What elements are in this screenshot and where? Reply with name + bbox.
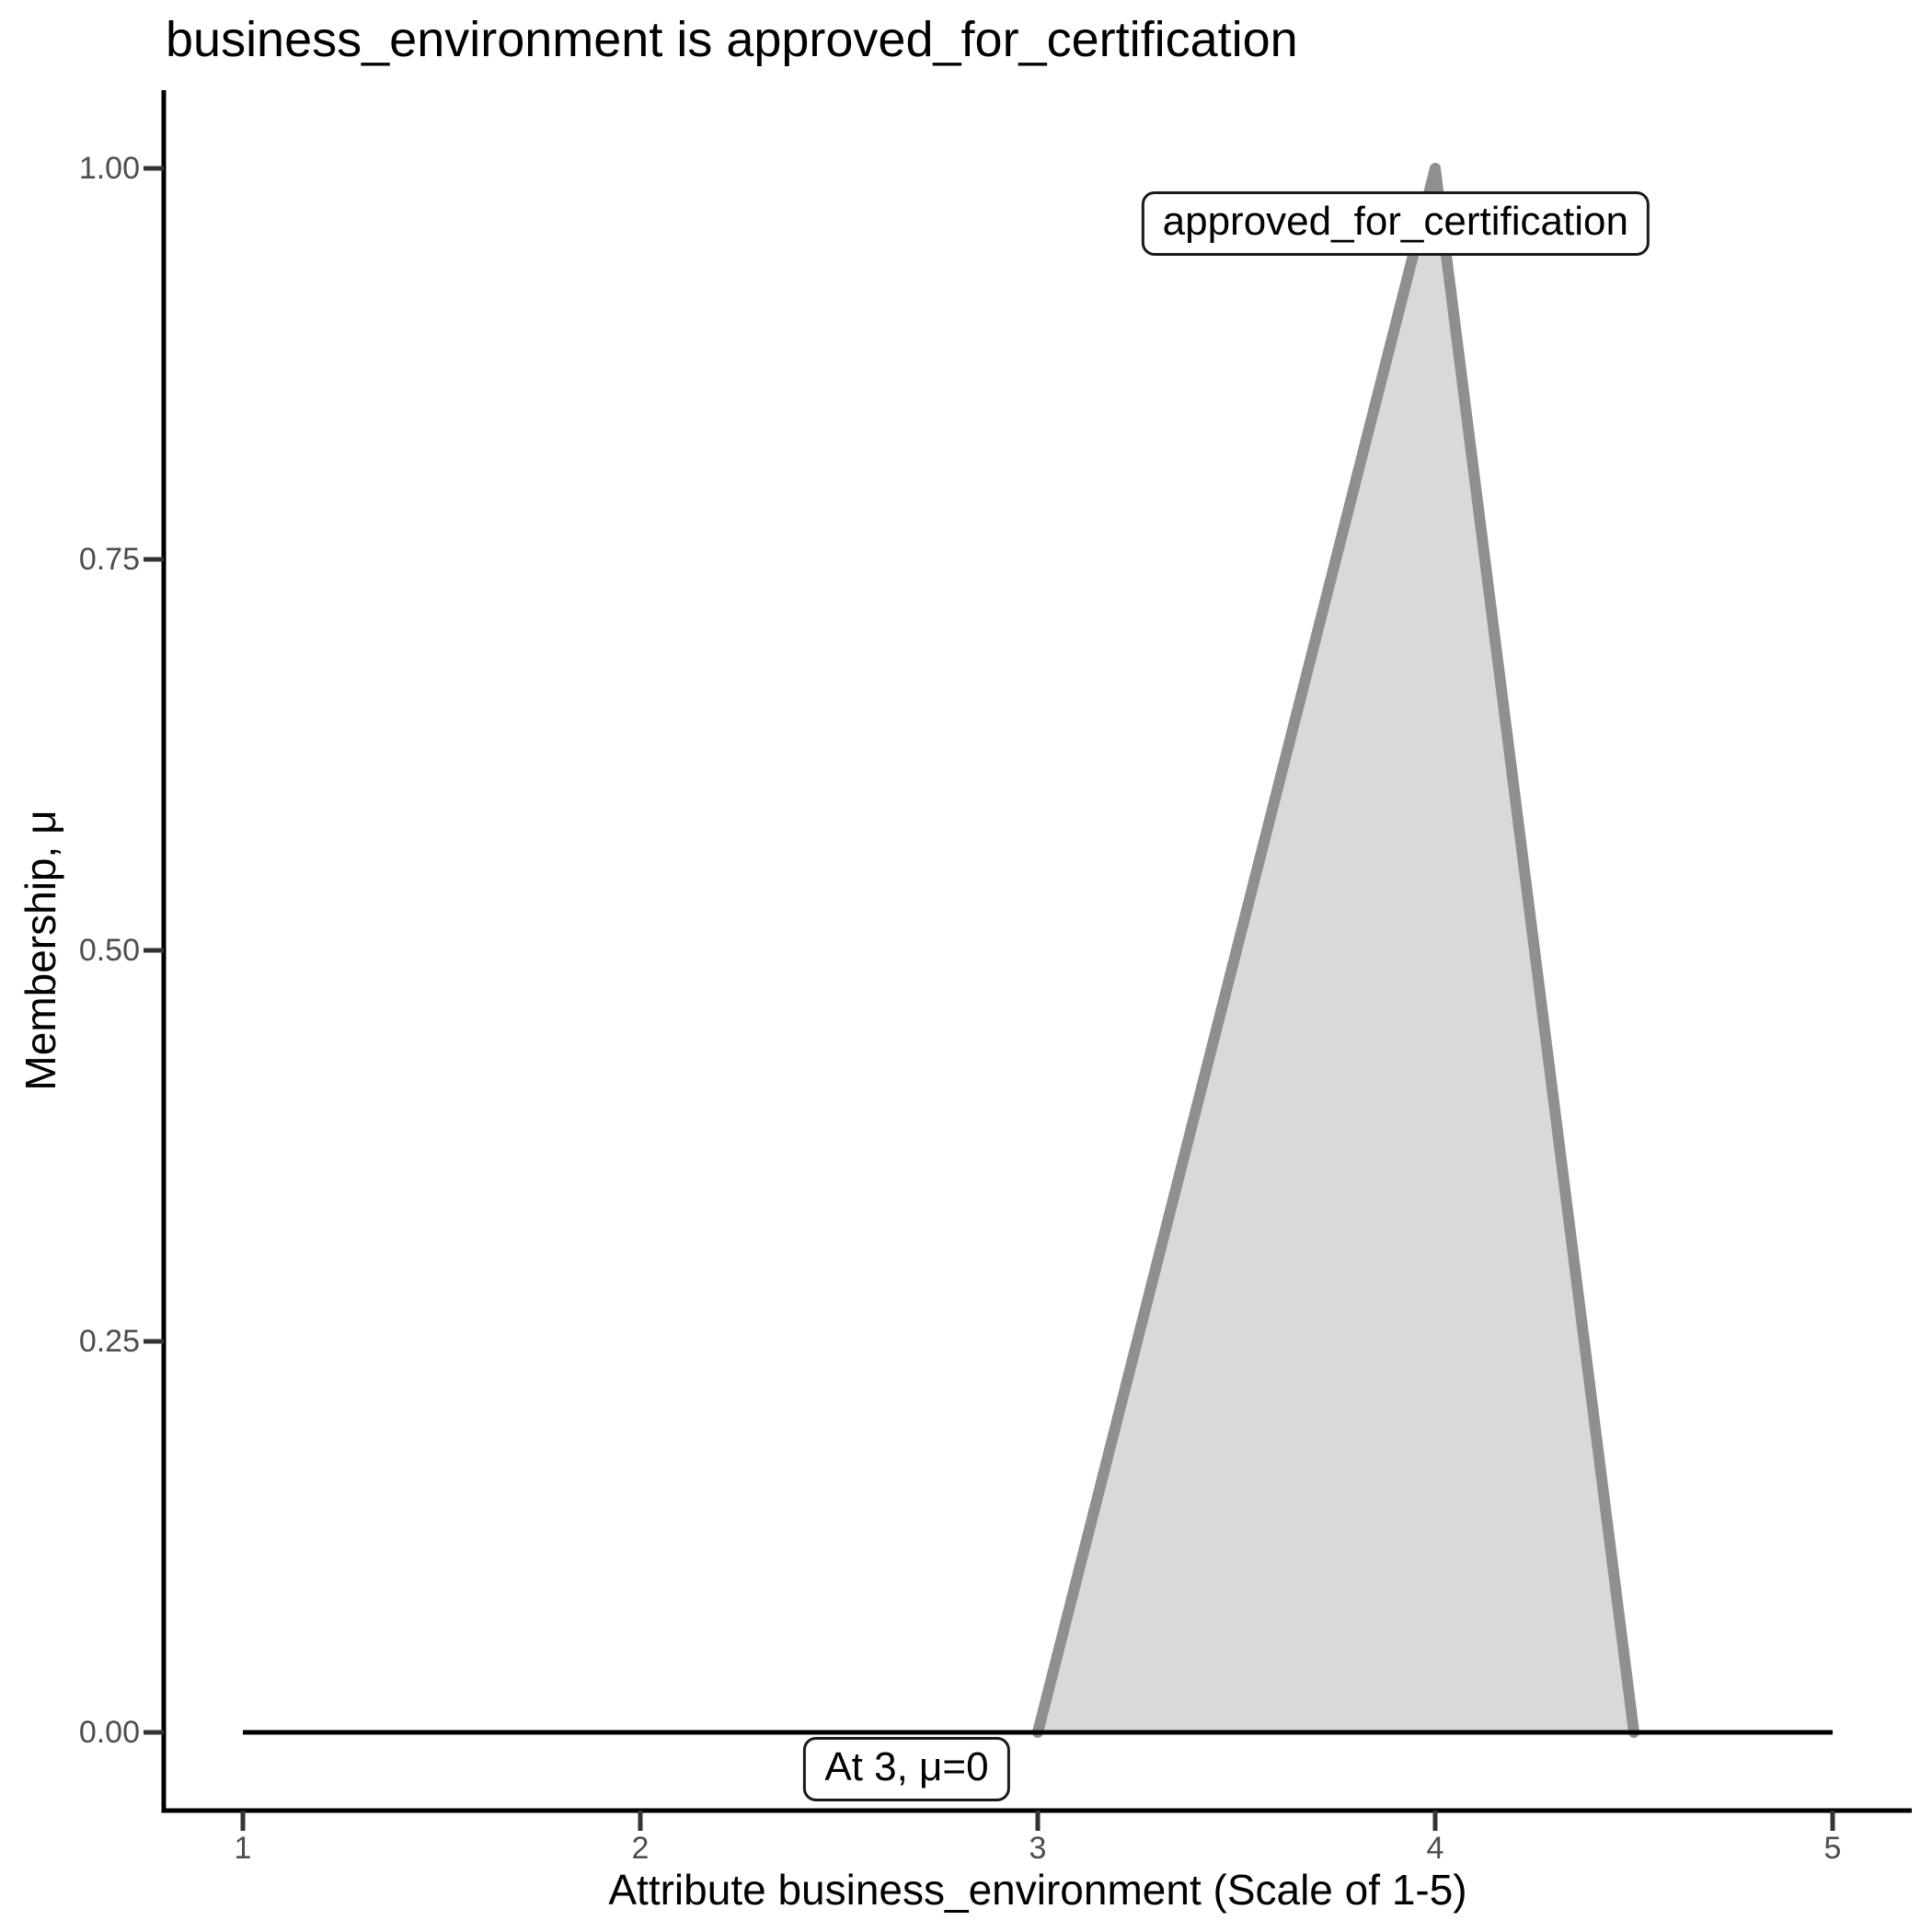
y-tick-label: 0.00 (78, 1715, 140, 1750)
y-tick-label: 1.00 (78, 151, 140, 186)
chart-title: business_environment is approved_for_cer… (166, 12, 1298, 67)
annotation-label-at-3: At 3, μ=0 (803, 1736, 1010, 1801)
x-tick-label: 2 (631, 1831, 650, 1866)
x-tick-label: 1 (234, 1831, 252, 1866)
y-tick-label: 0.75 (78, 542, 140, 577)
x-axis-title: Attribute business_environment (Scale of… (608, 1866, 1467, 1914)
membership-outline (1032, 163, 1639, 1738)
x-tick-label: 5 (1823, 1831, 1842, 1866)
y-tick-label: 0.50 (78, 933, 140, 968)
y-tick-label: 0.25 (78, 1324, 140, 1359)
x-tick-label: 3 (1029, 1831, 1047, 1866)
annotation-label-set-name: approved_for_certification (1141, 190, 1650, 256)
x-tick-label: 4 (1426, 1831, 1444, 1866)
membership-area (1038, 168, 1634, 1732)
